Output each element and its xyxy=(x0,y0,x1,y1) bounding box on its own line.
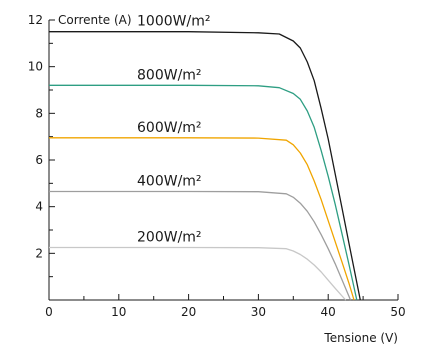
y-tick-label: 10 xyxy=(28,60,43,74)
series-label-0: 1000W/m² xyxy=(137,14,210,30)
y-tick-label: 6 xyxy=(35,153,43,167)
series-label-3: 400W/m² xyxy=(137,174,202,190)
series-line-0 xyxy=(49,31,361,301)
series-line-4 xyxy=(49,246,347,301)
x-tick-label: 0 xyxy=(45,305,53,319)
x-tick-label: 30 xyxy=(251,305,266,319)
x-tick-label: 20 xyxy=(181,305,196,319)
series-line-1 xyxy=(49,84,358,301)
y-tick-label: 4 xyxy=(35,200,43,214)
y-tick-label: 8 xyxy=(35,106,43,120)
x-tick-label: 40 xyxy=(321,305,336,319)
x-tick-label: 50 xyxy=(390,305,405,319)
axes: 2 4 6 8 10 12 0 10 20 30 40 50 xyxy=(28,13,406,319)
x-tick-label: 10 xyxy=(111,305,126,319)
series-line-3 xyxy=(49,190,352,301)
series-label-2: 600W/m² xyxy=(137,120,202,136)
x-axis-label: Tensione (V) xyxy=(323,331,398,345)
series-layer xyxy=(49,31,361,301)
y-tick-label: 12 xyxy=(28,13,43,27)
labels-layer: 1000W/m² 800W/m² 600W/m² 400W/m² 200W/m² xyxy=(137,14,210,246)
series-label-4: 200W/m² xyxy=(137,230,202,246)
y-axis-label: Corrente (A) xyxy=(58,13,132,27)
series-line-2 xyxy=(49,137,355,301)
y-tick-label: 2 xyxy=(35,246,43,260)
series-label-1: 800W/m² xyxy=(137,67,202,83)
